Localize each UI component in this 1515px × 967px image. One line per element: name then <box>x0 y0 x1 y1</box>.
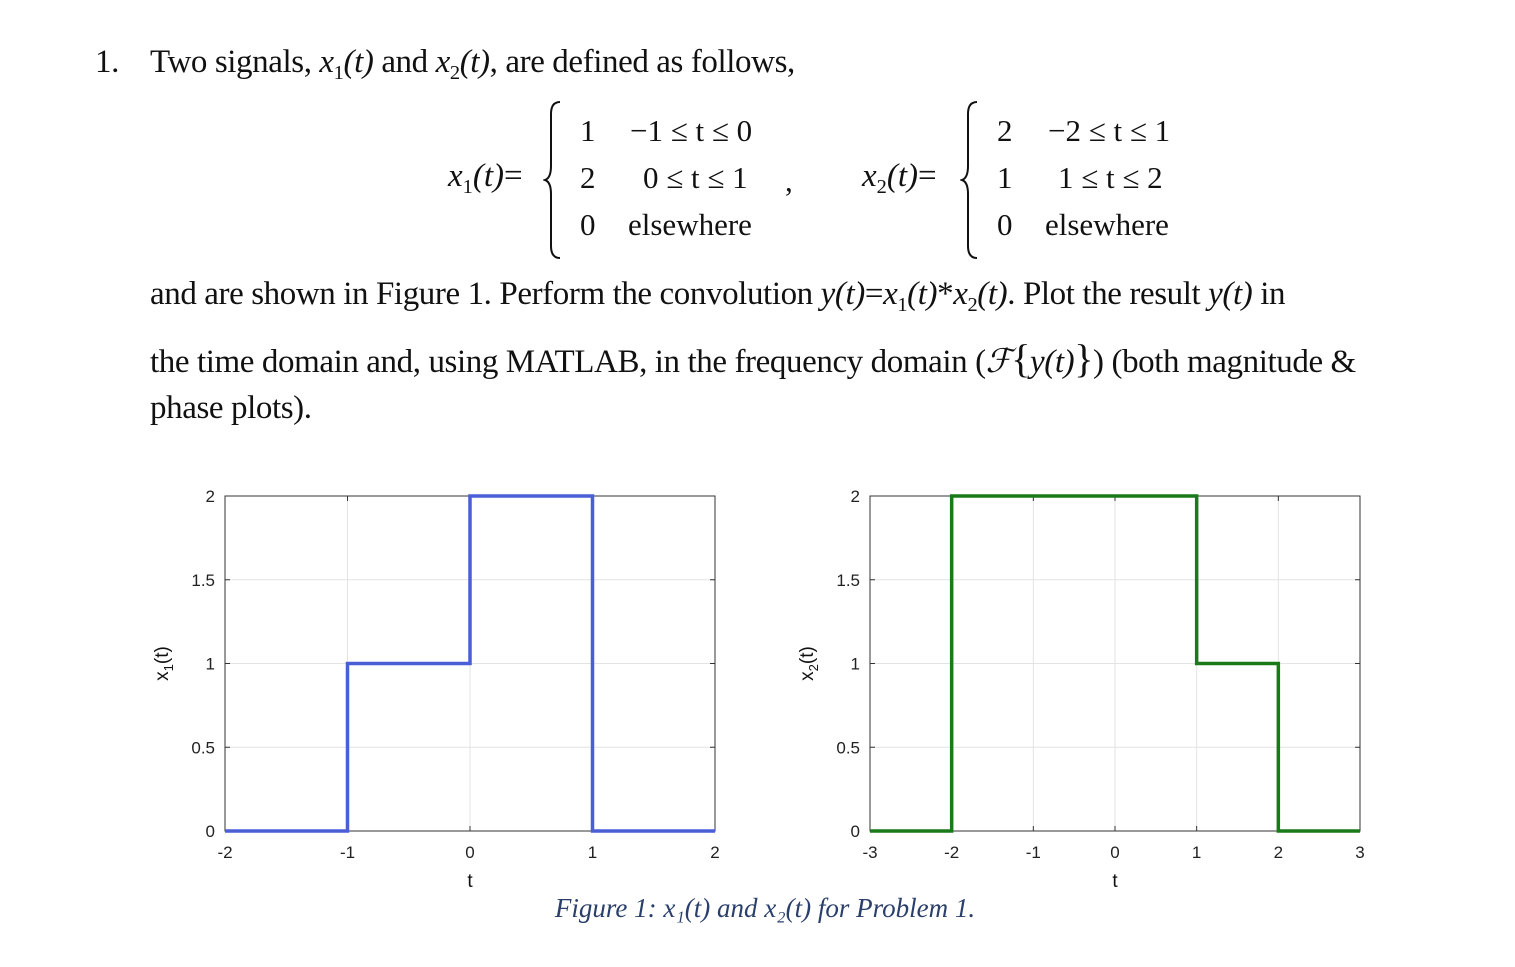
x-tick-label: -2 <box>944 843 959 862</box>
intro-text-b: and <box>381 44 428 80</box>
x1-def-brace <box>543 101 561 259</box>
x-axis-label: t <box>467 871 473 892</box>
y-axis-label: x1(t) <box>152 646 176 681</box>
x-tick-label: 0 <box>465 843 474 862</box>
figure-caption: Figure 1: x₁(t) and x₂(t) for Problem 1. <box>554 893 976 923</box>
x2-symbol: x2(t) <box>435 44 490 85</box>
def-separator: , <box>785 163 793 198</box>
x-tick-label: 2 <box>1274 843 1283 862</box>
x2-row-2-cond: 1 ≤ t ≤ 2 <box>1058 160 1163 195</box>
intro-text-a: Two signals, <box>150 44 312 80</box>
y-tick-label: 1 <box>851 655 860 674</box>
y-tick-label: 0.5 <box>191 738 215 757</box>
problem-line-4: phase plots). <box>150 390 312 426</box>
y-tick-label: 1 <box>206 655 215 674</box>
series-line <box>225 494 715 833</box>
x2-def-label: x2(t)= <box>862 158 937 199</box>
line3-text-b: ) (both magnitude & <box>1093 344 1356 380</box>
x1-row-1-value: 1 <box>580 113 596 148</box>
x-tick-label: 2 <box>710 843 719 862</box>
x-tick-label: -2 <box>217 843 232 862</box>
x2-row-1-cond: −2 ≤ t ≤ 1 <box>1048 113 1171 148</box>
y-tick-label: 0.5 <box>836 738 860 757</box>
series-line <box>870 494 1360 833</box>
x2-row-3-cond: elsewhere <box>1045 207 1169 242</box>
x-tick-label: -3 <box>862 843 877 862</box>
x1-def-label: x1(t)= <box>448 158 523 199</box>
brace-right: } <box>1074 336 1094 381</box>
y-tick-label: 1.5 <box>191 571 215 590</box>
x-tick-label: 0 <box>1110 843 1119 862</box>
problem-line-2: and are shown in Figure 1. Perform the c… <box>150 276 1285 317</box>
x2-row-2-value: 1 <box>997 160 1013 195</box>
x2-row-1-value: 2 <box>997 113 1013 148</box>
x-axis-label: t <box>1112 871 1118 892</box>
line2-text-a: and are shown in Figure 1. Perform the c… <box>150 276 813 312</box>
x-tick-label: -1 <box>340 843 355 862</box>
y-axis-label: x2(t) <box>797 646 821 681</box>
x-tick-label: 1 <box>1192 843 1201 862</box>
x1-chart: -2 -1 0 1 2 0 0.5 1 1.5 2 t x1(t) <box>152 487 720 892</box>
line3-text-a: the time domain and, using MATLAB, in th… <box>150 344 986 380</box>
result-symbol: y(t) <box>1208 276 1253 312</box>
fourier-argument: y(t) <box>1030 344 1075 380</box>
y-tick-label: 2 <box>206 487 215 506</box>
x1-row-2-value: 2 <box>580 160 596 195</box>
x1-symbol: x1(t) <box>319 44 374 85</box>
problem-line-3: the time domain and, using MATLAB, in th… <box>150 335 1356 382</box>
x1-row-3-cond: elsewhere <box>628 207 752 242</box>
x2-chart: -3 -2 -1 0 1 2 3 0 0.5 1 1.5 2 t x2(t) <box>797 487 1365 892</box>
y-tick-label: 1.5 <box>836 571 860 590</box>
x1-row-1-cond: −1 ≤ t ≤ 0 <box>630 113 753 148</box>
x-tick-label: -1 <box>1026 843 1041 862</box>
x2-def-brace <box>960 101 978 259</box>
x-tick-label: 1 <box>588 843 597 862</box>
line2-text-c: in <box>1260 276 1286 312</box>
convolution-expression: y(t)=x1(t)*x2(t) <box>820 276 1008 317</box>
x-tick-label: 3 <box>1355 843 1364 862</box>
x2-row-3-value: 0 <box>997 207 1013 242</box>
y-tick-label: 0 <box>851 822 860 841</box>
line2-text-b: . Plot the result <box>1007 276 1201 312</box>
x1-row-3-value: 0 <box>580 207 596 242</box>
problem-intro-line: Two signals, x1(t) and x2(t), are define… <box>150 44 795 85</box>
fourier-symbol: ℱ <box>985 344 1012 380</box>
y-tick-label: 2 <box>851 487 860 506</box>
brace-left: { <box>1011 336 1031 381</box>
y-tick-label: 0 <box>206 822 215 841</box>
problem-number: 1. <box>95 44 119 80</box>
intro-text-c: , are defined as follows, <box>489 44 796 80</box>
x1-row-2-cond: 0 ≤ t ≤ 1 <box>643 160 748 195</box>
